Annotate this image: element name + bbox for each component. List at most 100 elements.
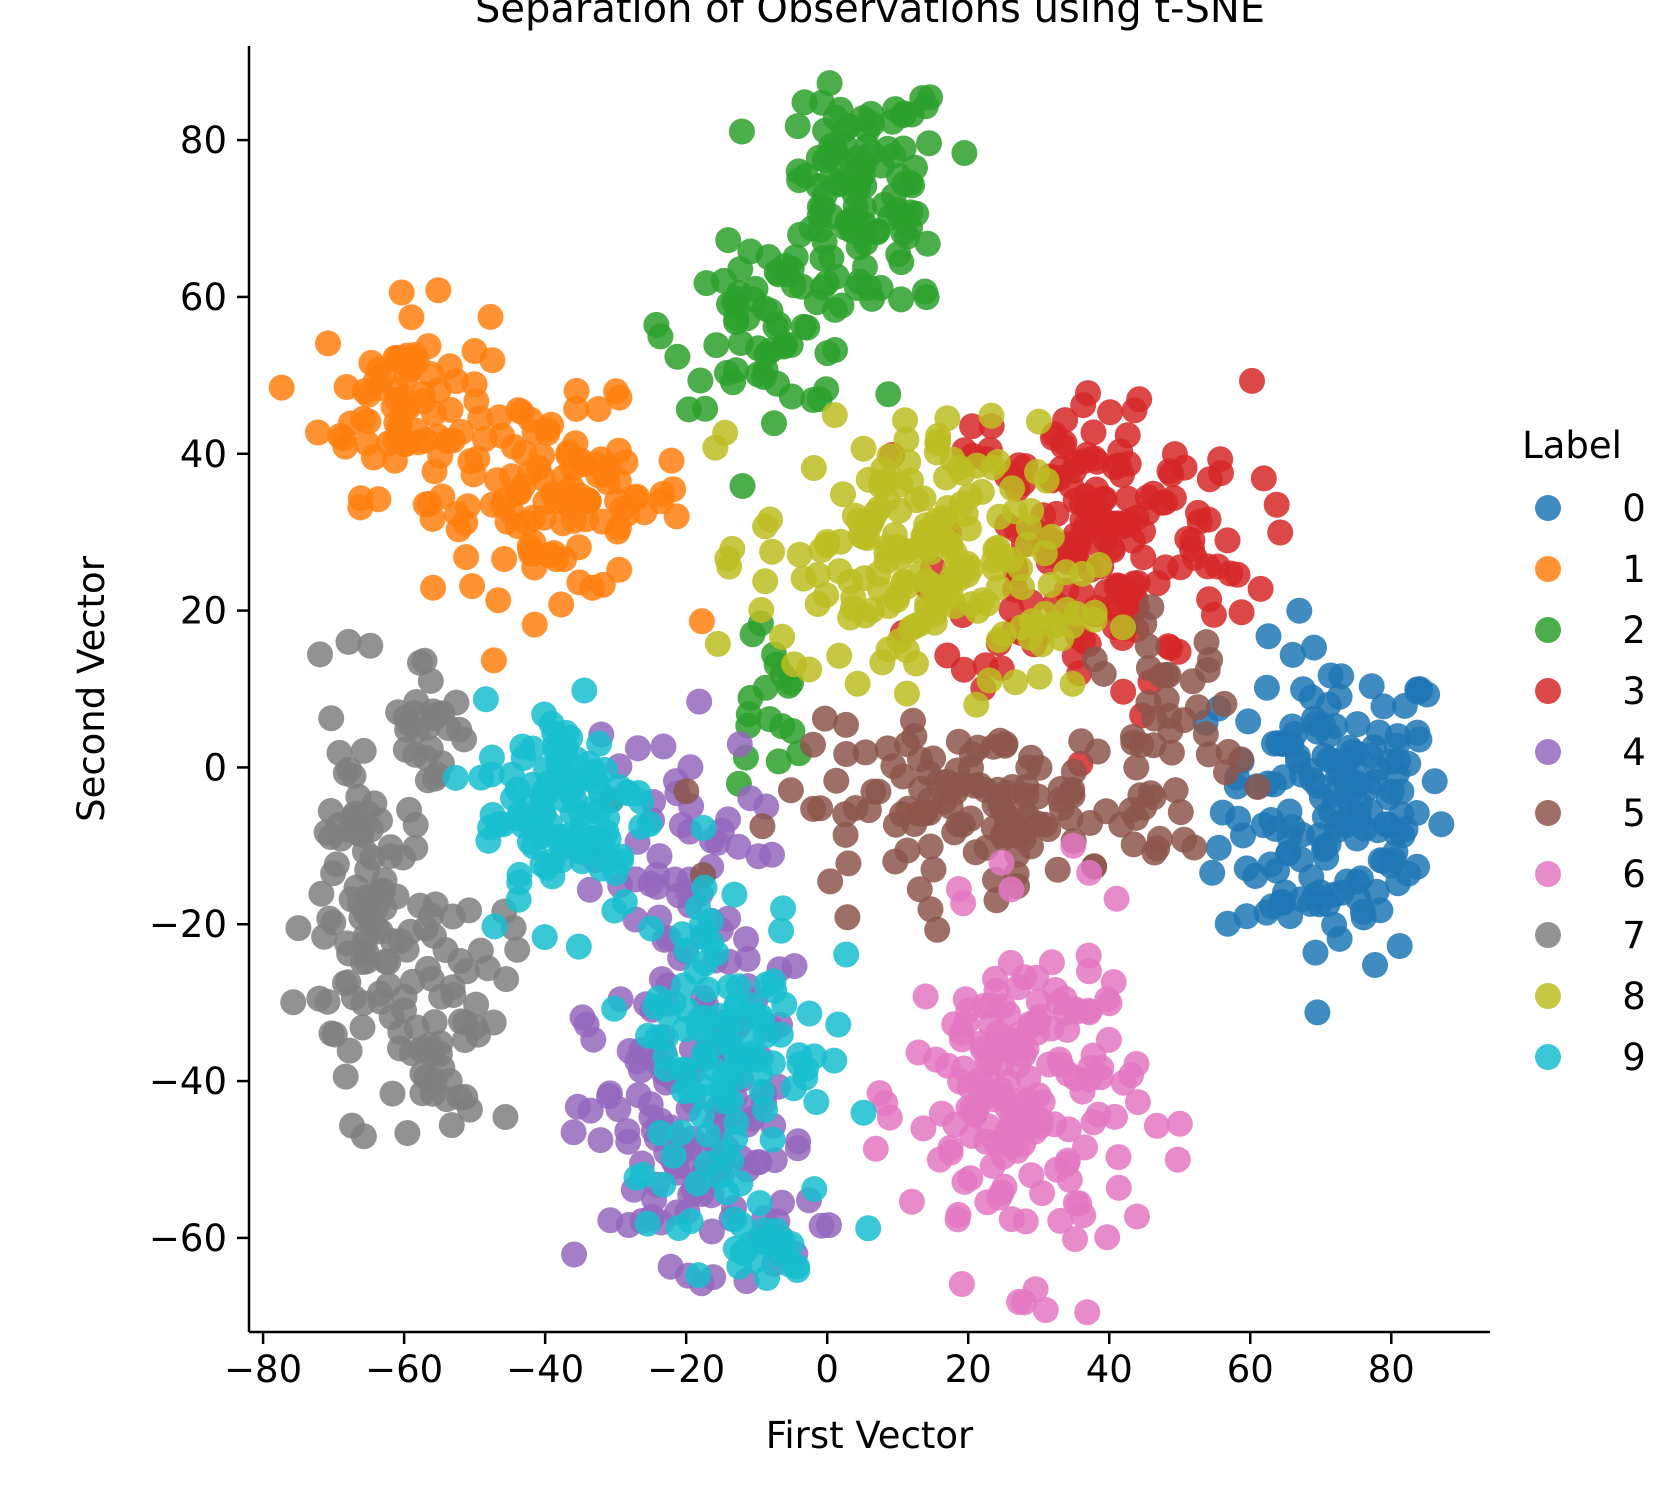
data-point xyxy=(673,778,700,805)
data-point xyxy=(634,1210,661,1237)
data-point xyxy=(394,342,421,369)
data-point xyxy=(792,162,819,189)
data-point xyxy=(925,428,952,455)
data-point xyxy=(934,495,961,521)
data-point xyxy=(697,908,724,934)
data-point xyxy=(1047,1207,1074,1234)
data-point xyxy=(1242,863,1269,889)
data-point xyxy=(733,926,759,953)
data-point xyxy=(962,772,988,799)
data-point xyxy=(1095,1026,1122,1053)
data-point xyxy=(937,1139,964,1166)
data-point xyxy=(759,538,786,565)
data-point xyxy=(1131,610,1158,637)
data-point xyxy=(794,314,821,341)
data-point xyxy=(912,93,939,120)
data-point xyxy=(569,1004,596,1031)
data-point xyxy=(1114,485,1141,512)
data-point xyxy=(1346,790,1373,817)
data-point xyxy=(660,1142,687,1169)
data-point xyxy=(402,811,429,838)
data-point xyxy=(606,556,633,583)
data-point xyxy=(1126,386,1153,413)
data-point xyxy=(580,1026,607,1053)
y-tick-label: 20 xyxy=(180,590,227,633)
x-tick-label: 40 xyxy=(1086,1348,1133,1391)
data-point xyxy=(959,413,986,440)
data-point xyxy=(729,473,756,499)
data-point xyxy=(685,1262,712,1289)
data-point xyxy=(752,1096,778,1123)
data-point xyxy=(1011,1289,1038,1316)
data-point xyxy=(824,171,851,198)
data-point xyxy=(1090,660,1117,687)
data-point xyxy=(998,1206,1025,1233)
data-point xyxy=(597,1207,624,1234)
data-point xyxy=(723,305,750,332)
data-point xyxy=(650,733,677,760)
data-point xyxy=(835,850,862,877)
data-point xyxy=(394,1120,421,1146)
data-point xyxy=(1244,774,1271,800)
x-axis-title: First Vector xyxy=(766,1414,974,1457)
data-point xyxy=(1124,1203,1150,1230)
data-point xyxy=(531,924,558,951)
data-point xyxy=(1194,657,1221,683)
data-point xyxy=(1080,419,1107,446)
data-point xyxy=(916,130,942,157)
data-point xyxy=(1193,629,1220,656)
data-point xyxy=(804,591,831,617)
data-point xyxy=(677,754,704,781)
data-point xyxy=(318,705,345,732)
data-point xyxy=(748,1004,775,1031)
data-point xyxy=(816,70,843,97)
data-point xyxy=(784,1135,811,1162)
data-point xyxy=(548,591,575,618)
data-point xyxy=(827,528,854,555)
data-point xyxy=(809,193,836,220)
legend: Label 0 1 2 3 4 5 6 7 8 9 xyxy=(1522,424,1646,1079)
data-point xyxy=(519,735,546,762)
points-layer xyxy=(268,70,1455,1326)
data-point xyxy=(548,847,575,874)
data-point xyxy=(379,1080,406,1107)
data-point xyxy=(332,1063,359,1090)
x-tick-label: 20 xyxy=(945,1348,992,1391)
data-point xyxy=(1200,601,1227,628)
data-point xyxy=(1062,1226,1089,1253)
data-point xyxy=(480,647,507,674)
data-point xyxy=(801,1176,828,1203)
data-point xyxy=(781,953,808,980)
data-point xyxy=(367,988,394,1015)
data-point xyxy=(453,958,480,985)
data-point xyxy=(821,402,848,429)
data-point xyxy=(504,936,531,963)
data-point xyxy=(687,1072,714,1098)
data-point xyxy=(988,849,1015,876)
legend-label-1: 1 xyxy=(1622,548,1646,591)
data-point xyxy=(1114,422,1141,449)
data-point xyxy=(913,568,939,595)
data-point xyxy=(828,292,855,319)
y-tick-label: 40 xyxy=(180,433,227,476)
data-point xyxy=(1166,1110,1193,1137)
data-point xyxy=(1042,977,1069,1003)
data-point xyxy=(529,795,556,822)
data-point xyxy=(564,1093,591,1120)
data-point xyxy=(1323,817,1350,844)
data-point xyxy=(440,982,467,1008)
data-point xyxy=(893,680,920,707)
data-point xyxy=(565,933,592,960)
data-point xyxy=(869,649,896,676)
data-point xyxy=(952,986,979,1013)
series-7 xyxy=(280,628,531,1150)
data-point xyxy=(993,811,1020,838)
data-point xyxy=(1032,811,1059,838)
data-point xyxy=(928,1100,955,1127)
data-point xyxy=(1158,461,1185,488)
data-point xyxy=(710,267,737,294)
data-point xyxy=(1058,473,1085,499)
data-point xyxy=(354,430,380,457)
data-point xyxy=(734,946,761,972)
